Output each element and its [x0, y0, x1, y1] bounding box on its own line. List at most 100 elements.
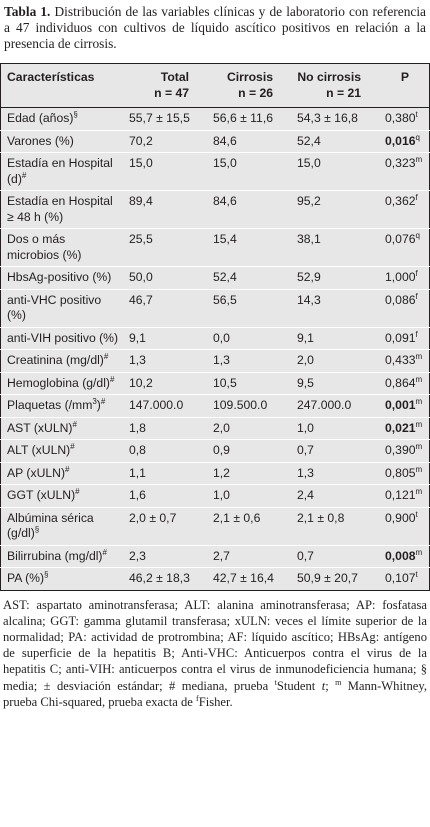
text-run: 1,3 — [297, 465, 314, 480]
table-row: anti-VHC positivo (%) 46,7 56,5 14,3 0,086f — [0, 289, 430, 328]
table-cell: 0,433m — [379, 349, 430, 373]
text-run: 2,1 ± 0,6 — [213, 510, 261, 525]
table-cell: 247.000.0 — [291, 394, 379, 418]
table-row: AP (xULN)# 1,1 1,2 1,3 0,805m — [0, 462, 430, 485]
header-text: n = 47 — [154, 85, 189, 100]
text-run: 0,7 — [297, 443, 314, 457]
text-run: Mann-Whitney, prueba Chi-squared, prueba… — [3, 678, 427, 709]
text-run: 2,4 — [297, 488, 314, 502]
table-cell: 0,001m — [379, 394, 430, 418]
table-cell: Bilirrubina (mg/dl)# — [0, 545, 123, 568]
superscript: m — [415, 464, 423, 474]
table-cell: 0,8 — [123, 439, 207, 463]
text-run: 56,5 — [213, 292, 237, 307]
text-run: 1,000 — [385, 270, 416, 284]
table-cell: 52,9 — [291, 266, 379, 290]
text-run: 50,9 ± 20,7 — [297, 571, 358, 585]
text-run: 0,380 — [385, 111, 416, 125]
table-row: anti-VIH positivo (%) 9,1 0,0 9,1 0,091f — [0, 327, 430, 350]
text-run: 9,1 — [297, 330, 314, 345]
superscript: # — [103, 351, 109, 361]
text-run: ALT (xULN) — [7, 443, 71, 457]
text-run: 0,086 — [385, 292, 416, 307]
text-run: Plaquetas (/mm — [7, 398, 93, 412]
text-run: 1,2 — [213, 465, 230, 480]
superscript: § — [34, 524, 40, 534]
text-run: 1,1 — [129, 465, 146, 480]
table-cell: 9,1 — [123, 327, 207, 350]
table-cell: 0,7 — [291, 439, 379, 463]
table-row: Estadía en Hospital ≥ 48 h (%) 89,4 84,6 95… — [0, 190, 430, 229]
header-cell: No cirrosis n = 21 — [291, 63, 379, 108]
table-cell: 0,091f — [379, 327, 430, 350]
table-row: GGT (xULN)# 1,6 1,0 2,4 0,121m — [0, 484, 430, 508]
header-cell: P — [379, 63, 430, 108]
table-cell: 95,2 — [291, 190, 379, 229]
table-cell: 0,380t — [379, 107, 430, 131]
table-cell: 38,1 — [291, 228, 379, 267]
text-run: 0,107 — [385, 571, 416, 585]
table-row: Edad (años)§ 55,7 ± 15,5 56,6 ± 11,6 54,3 ±… — [0, 107, 430, 131]
table-cell: 2,0 — [291, 349, 379, 373]
table-cell: 147.000.0 — [123, 394, 207, 418]
superscript: t — [415, 109, 418, 119]
text-run: ; — [325, 678, 336, 693]
table-cell: GGT (xULN)# — [0, 484, 123, 508]
text-run: 1,0 — [297, 420, 314, 435]
table-cell: 0,9 — [207, 439, 291, 463]
superscript: t — [274, 677, 277, 687]
table-cell: 0,107t — [379, 568, 430, 591]
text-run: 0,362 — [385, 194, 416, 208]
text-run: Albúmina sérica (g/dl) — [7, 510, 94, 541]
text-run: Dos o más microbios (%) — [7, 232, 82, 262]
text-run: 0,001 — [385, 398, 416, 412]
text-run: anti-VHC positivo (%) — [7, 292, 102, 323]
footnote: AST: aspartato aminotransferasa; ALT: al… — [3, 597, 427, 710]
table-cell: 15,0 — [207, 152, 291, 191]
text-run: Estadía en Hospital (d) — [7, 156, 113, 186]
text-run: AP (xULN) — [7, 465, 66, 480]
text-run: AST (xULN) — [7, 420, 73, 435]
table-cell: HbsAg-positivo (%) — [0, 266, 123, 290]
text-run: 247.000.0 — [297, 398, 352, 412]
table-cell: 10,5 — [207, 372, 291, 395]
header-text: Características — [7, 70, 95, 84]
text-run: 0,121 — [385, 488, 416, 502]
table-cell: 1,8 — [123, 417, 207, 440]
table-cell: 0,076q — [379, 228, 430, 267]
text-run: 0,9 — [213, 443, 230, 457]
table-cell: 56,5 — [207, 289, 291, 328]
table-cell: 70,2 — [123, 130, 207, 153]
text-run: Edad (años) — [7, 111, 74, 125]
text-run: 14,3 — [297, 292, 321, 307]
table-cell: 0,0 — [207, 327, 291, 350]
table-cell: 1,0 — [207, 484, 291, 508]
table-cell: 9,5 — [291, 372, 379, 395]
text-run: ) — [96, 398, 101, 412]
superscript: § — [73, 109, 78, 119]
text-run: 2,0 — [297, 353, 314, 367]
table-cell: AP (xULN)# — [0, 462, 123, 485]
text-run: 10,5 — [213, 375, 237, 390]
table-cell: 0,021m — [379, 417, 430, 440]
table-cell: 1,0 — [291, 417, 379, 440]
header-text: Cirrosis — [226, 70, 273, 84]
header-text: P — [400, 70, 410, 84]
text-run: t — [321, 678, 326, 693]
text-run: 1,3 — [129, 353, 146, 367]
table-row: Albúmina sérica (g/dl)§ 2,0 ± 0,7 2,1 ± 0,… — [0, 507, 430, 546]
superscript: f — [415, 268, 418, 278]
table-cell: 56,6 ± 11,6 — [207, 107, 291, 131]
superscript: # — [21, 170, 27, 180]
table-cell: 0,016q — [379, 130, 430, 153]
text-run: 0,8 — [129, 443, 146, 457]
text-run: 38,1 — [297, 232, 321, 246]
superscript: # — [75, 486, 80, 496]
text-run: Student — [276, 678, 322, 693]
table: Características Total n = 47 Cirrosis n = 26… — [0, 63, 430, 591]
table-body: Edad (años)§ 55,7 ± 15,5 56,6 ± 11,6 54,3 ±… — [0, 107, 430, 591]
table-cell: 2,3 — [123, 545, 207, 568]
text-run: 0,323 — [385, 156, 416, 170]
text-run: Fisher. — [198, 694, 233, 709]
text-run: 1,6 — [129, 488, 146, 502]
